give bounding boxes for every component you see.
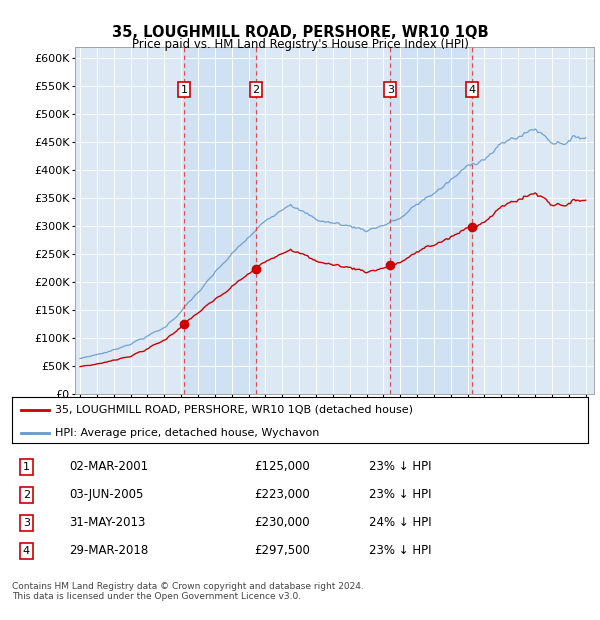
Text: 24% ↓ HPI: 24% ↓ HPI <box>369 516 432 529</box>
Text: 35, LOUGHMILL ROAD, PERSHORE, WR10 1QB (detached house): 35, LOUGHMILL ROAD, PERSHORE, WR10 1QB (… <box>55 405 413 415</box>
Text: 02-MAR-2001: 02-MAR-2001 <box>70 460 149 473</box>
Text: Price paid vs. HM Land Registry's House Price Index (HPI): Price paid vs. HM Land Registry's House … <box>131 38 469 51</box>
Text: 2: 2 <box>252 84 259 95</box>
Text: HPI: Average price, detached house, Wychavon: HPI: Average price, detached house, Wych… <box>55 428 320 438</box>
Text: £223,000: £223,000 <box>254 488 310 501</box>
Text: £297,500: £297,500 <box>254 544 310 557</box>
Text: 23% ↓ HPI: 23% ↓ HPI <box>369 488 431 501</box>
Text: 1: 1 <box>23 462 30 472</box>
Text: 03-JUN-2005: 03-JUN-2005 <box>70 488 144 501</box>
Bar <box>184 46 256 394</box>
Text: 4: 4 <box>23 546 30 556</box>
Text: £125,000: £125,000 <box>254 460 310 473</box>
Text: 35, LOUGHMILL ROAD, PERSHORE, WR10 1QB: 35, LOUGHMILL ROAD, PERSHORE, WR10 1QB <box>112 25 488 40</box>
Text: 23% ↓ HPI: 23% ↓ HPI <box>369 460 431 473</box>
Text: Contains HM Land Registry data © Crown copyright and database right 2024.
This d: Contains HM Land Registry data © Crown c… <box>12 582 364 601</box>
Text: 4: 4 <box>468 84 475 95</box>
Text: 2: 2 <box>23 490 30 500</box>
Bar <box>390 46 472 394</box>
Text: 31-MAY-2013: 31-MAY-2013 <box>70 516 146 529</box>
Text: £230,000: £230,000 <box>254 516 310 529</box>
Text: 23% ↓ HPI: 23% ↓ HPI <box>369 544 431 557</box>
Text: 3: 3 <box>387 84 394 95</box>
Text: 1: 1 <box>181 84 188 95</box>
Text: 3: 3 <box>23 518 30 528</box>
Text: 29-MAR-2018: 29-MAR-2018 <box>70 544 149 557</box>
